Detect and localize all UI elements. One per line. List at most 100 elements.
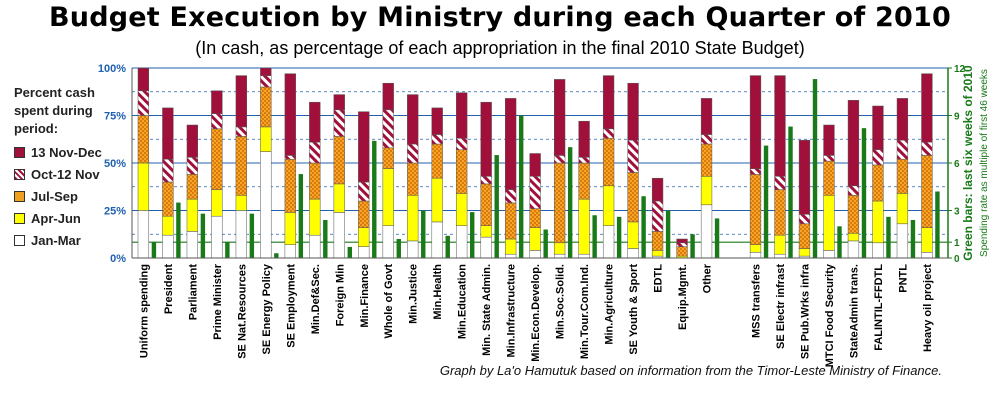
bar-segment-oct-12-nov (333, 109, 345, 137)
green-bar (641, 196, 646, 258)
bar-segment-oct-12-nov (602, 128, 615, 139)
green-bar (886, 216, 891, 258)
bar-segment-13-nov-dec (872, 105, 884, 150)
bar-segment-jul-sep (896, 158, 909, 194)
bar-segment-13-nov-dec (431, 107, 443, 135)
bar-segment-apr-jun (823, 195, 835, 251)
bar-segment-13-nov-dec (676, 238, 688, 244)
bar-segment-jul-sep (798, 223, 811, 249)
bar-segment-jan-mar (431, 221, 443, 259)
bar-segment-13-nov-dec (235, 75, 247, 128)
category-label: Prime Minister (212, 263, 224, 340)
bar-segment-oct-12-nov (578, 157, 590, 164)
category-label: Min.Justice (408, 264, 420, 324)
legend-label: 13 Nov-Dec (31, 145, 102, 160)
y2-tick-label: 3 (954, 207, 960, 218)
bar-segment-oct-12-nov (553, 155, 566, 164)
bar-segment-13-nov-dec (309, 101, 321, 143)
chart-credit: Graph by La'o Hamutuk based on informati… (439, 363, 942, 378)
green-bar (518, 115, 524, 258)
bar-segment-13-nov-dec (211, 90, 223, 114)
bar-segment-jan-mar (358, 246, 370, 259)
category-label: Whole of Govt (383, 264, 395, 339)
legend-swatch (14, 191, 25, 202)
bar-segment-apr-jun (529, 227, 541, 251)
green-bar (592, 215, 597, 258)
legend-swatch (14, 147, 25, 158)
green-bar (274, 253, 279, 258)
bar-segment-jul-sep (382, 147, 394, 169)
bar-segment-jul-sep (676, 246, 688, 257)
y2-axis-title: Green bars: last six weeks of 2010 (961, 65, 975, 261)
bar-segment-oct-12-nov (137, 90, 150, 116)
category-label: Min.Agriculture (604, 264, 616, 345)
legend-label: Jan-Mar (31, 233, 81, 248)
green-bar (910, 220, 916, 258)
bar-segment-apr-jun (137, 162, 150, 211)
bar-segment-oct-12-nov (872, 149, 884, 166)
bar-segment-jul-sep (553, 162, 566, 244)
bar-segment-oct-12-nov (358, 181, 370, 202)
bar-segment-oct-12-nov (162, 158, 174, 183)
bar-segment-jul-sep (235, 136, 247, 196)
category-label: President (163, 264, 175, 314)
bar-segment-13-nov-dec (407, 94, 419, 145)
category-label: Min. State Admin. (481, 264, 493, 356)
bar-segment-jan-mar (847, 240, 860, 259)
bar-segment-13-nov-dec (896, 98, 909, 141)
bar-segment-apr-jun (896, 193, 909, 225)
bar-segment-oct-12-nov (676, 242, 688, 247)
green-bar (225, 242, 230, 258)
bar-segment-jan-mar (700, 204, 713, 259)
bar-segment-oct-12-nov (505, 189, 517, 204)
legend-item-jan-mar: Jan-Mar (14, 233, 81, 248)
bar-segment-jan-mar (186, 231, 198, 259)
green-bar (396, 239, 401, 258)
bar-segment-jul-sep (260, 86, 272, 128)
bar-segment-oct-12-nov (529, 176, 541, 209)
category-label: PNTL (897, 264, 909, 293)
legend-swatch (14, 213, 25, 224)
category-label: Min.Infrastructure (506, 264, 518, 358)
category-label: Heavy oil project (922, 264, 934, 352)
legend-item-oct-12-nov: Oct-12 Nov (14, 167, 100, 182)
bar-segment-oct-12-nov (407, 143, 419, 164)
bar-segment-apr-jun (186, 198, 198, 232)
green-bar (837, 226, 842, 258)
bar-segment-13-nov-dec (284, 73, 296, 156)
category-label: EDTL (653, 264, 665, 293)
bar-segment-13-nov-dec (651, 177, 664, 202)
category-label: SE Pub.Wrks infra (799, 263, 811, 359)
legend-swatch (14, 235, 25, 246)
bar-segment-jan-mar (896, 223, 909, 259)
bar-segment-oct-12-nov (823, 155, 835, 162)
chart-title: Budget Execution by Ministry during each… (49, 2, 951, 33)
green-bar (347, 246, 352, 258)
bar-segment-oct-12-nov (431, 134, 443, 145)
bar-segment-13-nov-dec (921, 73, 933, 143)
y2-tick-label: 1 (954, 238, 960, 249)
bar-segment-apr-jun (921, 227, 933, 253)
category-label: Min.Finance (359, 264, 371, 328)
bar-segment-jul-sep (823, 160, 835, 196)
bar-segment-13-nov-dec (553, 79, 566, 156)
bar-segment-apr-jun (260, 126, 272, 152)
bar-segment-apr-jun (651, 250, 664, 257)
category-label: Equip.Mgmt. (677, 264, 689, 330)
bar-segment-13-nov-dec (505, 98, 517, 190)
category-label: Foreign Min (334, 264, 346, 327)
bar-segment-jul-sep (602, 138, 615, 187)
bar-segment-oct-12-nov (480, 176, 492, 185)
bar-segment-13-nov-dec (578, 120, 590, 158)
green-bar (788, 126, 793, 258)
bar-segment-13-nov-dec (627, 82, 639, 141)
bar-segment-13-nov-dec (529, 153, 541, 177)
bar-segment-jan-mar (309, 234, 321, 259)
bar-segment-jan-mar (505, 253, 517, 259)
green-bar (543, 229, 548, 258)
bar-segment-jul-sep (774, 189, 786, 236)
category-label: MTCI Food Security (824, 263, 836, 367)
bar-segment-jul-sep (847, 195, 860, 234)
bar-segment-apr-jun (211, 189, 223, 217)
bar-segment-jul-sep (872, 164, 884, 202)
